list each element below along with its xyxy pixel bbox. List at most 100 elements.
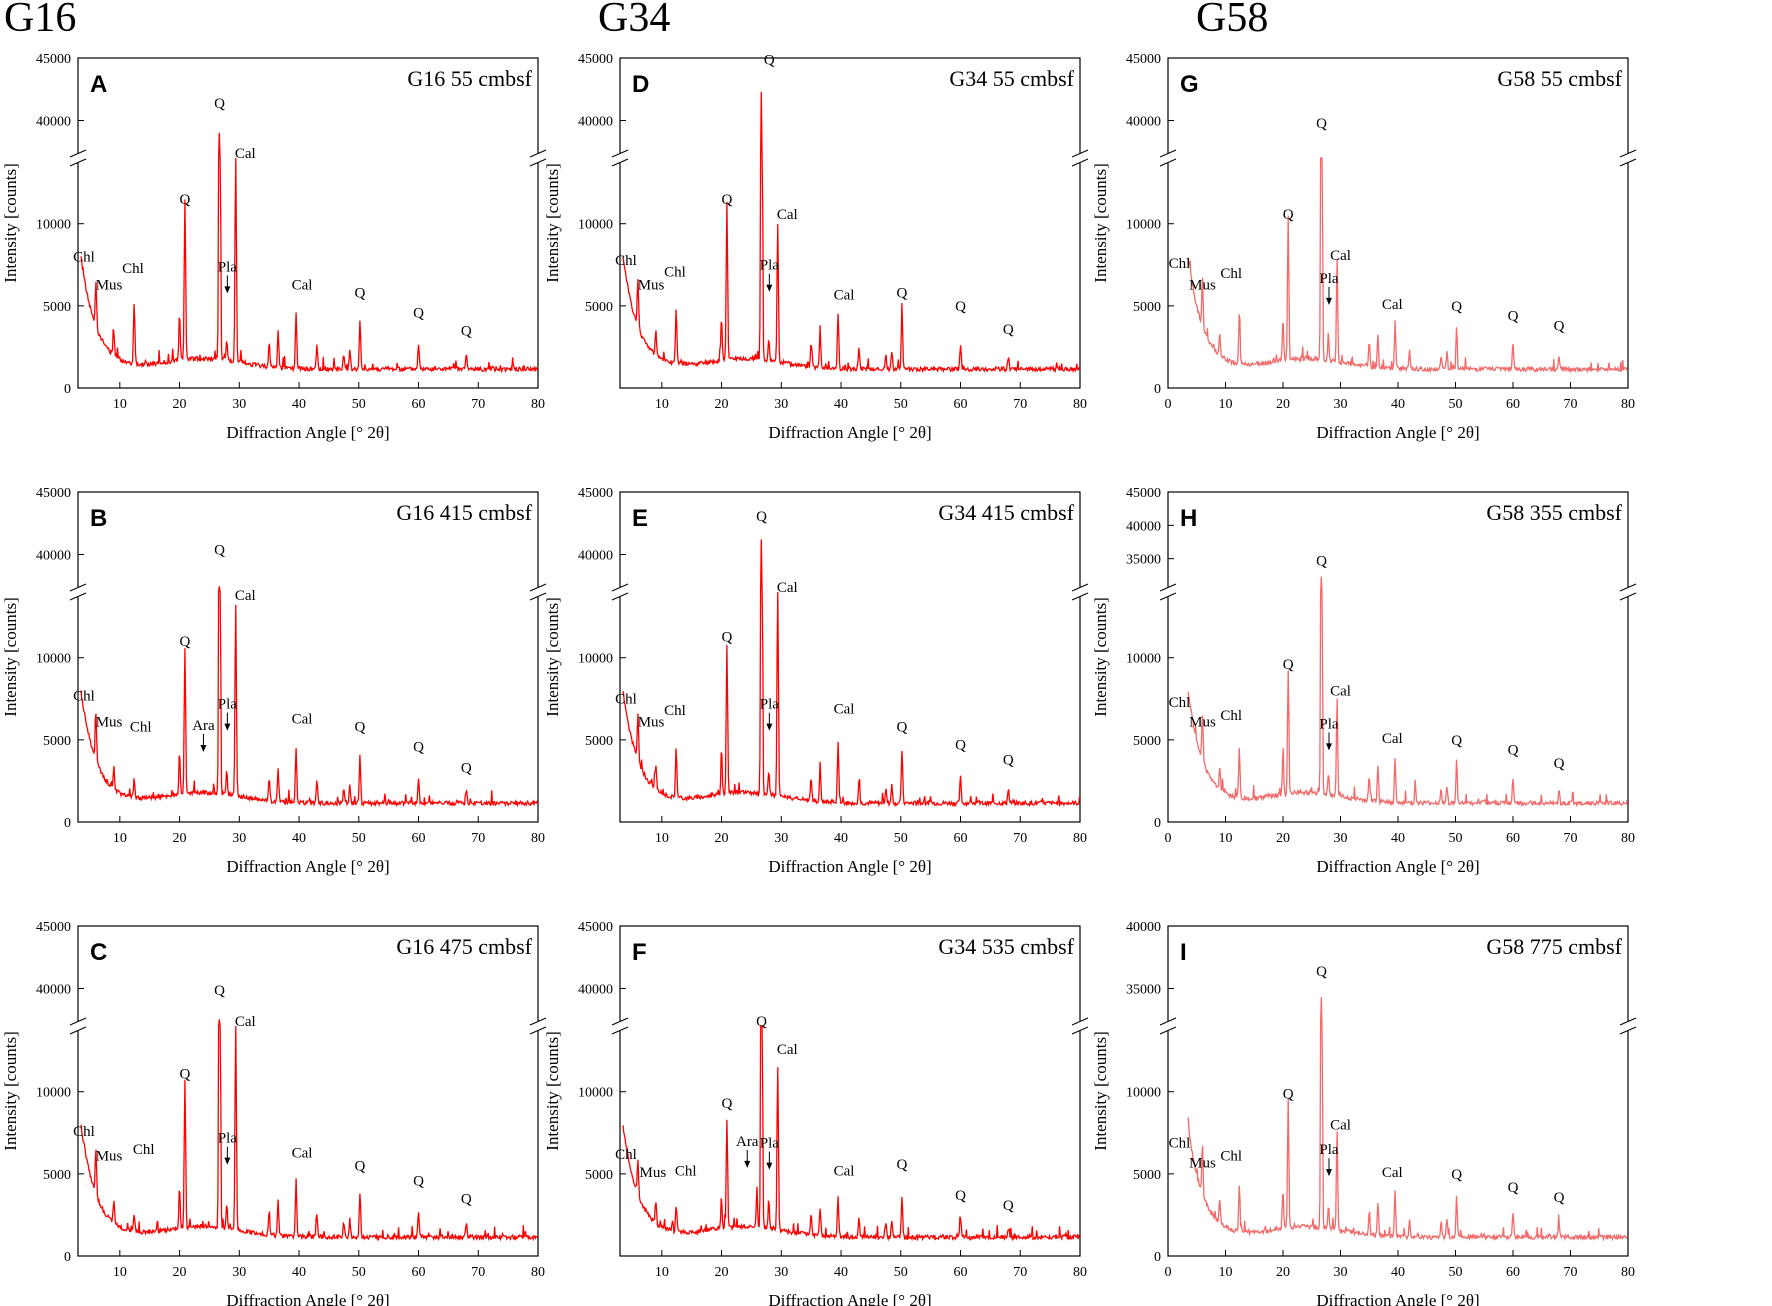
axis-break-mark	[69, 1017, 87, 1026]
panel-title: G34 55 cmbsf	[949, 66, 1074, 91]
peak-label: Ara	[736, 1134, 759, 1150]
y-axis-label: Intensity [counts]	[1091, 597, 1110, 716]
axis-break-gap	[532, 153, 544, 163]
peak-label: Cal	[1330, 684, 1351, 700]
panel-letter: H	[1180, 505, 1197, 532]
peak-label: Ara	[192, 718, 215, 734]
peak-label: Pla	[218, 1131, 238, 1147]
peak-label: Q	[756, 509, 767, 525]
x-tick-label: 70	[1013, 831, 1027, 846]
x-tick-label: 10	[1219, 397, 1233, 412]
x-tick-label: 30	[232, 397, 246, 412]
axis-break-gap	[1622, 587, 1634, 597]
peak-label: Chl	[73, 688, 95, 704]
plot-frame	[77, 491, 539, 823]
axis-break-mark	[529, 1026, 547, 1035]
plot-frame	[1167, 57, 1629, 389]
x-tick-label: 0	[1165, 397, 1172, 412]
peak-label: Pla	[760, 258, 780, 274]
xrd-trace	[80, 586, 538, 808]
x-tick-label: 40	[292, 397, 306, 412]
x-tick-label: 50	[352, 831, 366, 846]
peak-label: Chl	[130, 720, 152, 736]
y-tick-label: 5000	[43, 1168, 71, 1183]
x-tick-label: 80	[1073, 831, 1087, 846]
peak-label: Q	[180, 192, 191, 208]
axis-break-gap	[1622, 153, 1634, 163]
x-tick-label: 60	[412, 1265, 426, 1280]
peak-label: Cal	[777, 1042, 798, 1058]
panel-c: 10 20 30 40 50 60 70 80 0 5000 10000 40000 45000 Diff…	[1, 920, 547, 1306]
y-tick-label: 45000	[1126, 486, 1161, 501]
x-tick-label: 60	[954, 397, 968, 412]
axis-break-mark	[1159, 1017, 1177, 1026]
axis-break-mark	[1619, 583, 1637, 592]
panel-f: 10 20 30 40 50 60 70 80 5000 10000 40000 45000 Diffr…	[543, 920, 1089, 1306]
xrd-trace	[1187, 157, 1629, 374]
x-axis-label: Diffraction Angle [° 2θ]	[768, 423, 931, 442]
y-tick-label: 45000	[36, 486, 71, 501]
axis-break-mark	[1619, 1017, 1637, 1026]
peak-label: Cal	[834, 702, 855, 718]
peak-label: Chl	[615, 1147, 637, 1163]
plot-frame	[619, 57, 1081, 389]
x-tick-label: 30	[774, 1265, 788, 1280]
peak-label: Q	[1451, 299, 1462, 315]
y-axis-label: Intensity [counts]	[543, 163, 562, 282]
y-tick-label: 0	[64, 1250, 71, 1265]
y-tick-label: 40000	[578, 115, 613, 130]
peak-arrow-head	[1326, 1169, 1332, 1177]
peak-arrow-head	[744, 1160, 751, 1168]
peak-label: Q	[955, 1188, 966, 1204]
y-tick-label: 5000	[1133, 300, 1161, 315]
peak-label: Cal	[834, 287, 855, 303]
panel-letter: B	[90, 505, 107, 532]
x-tick-label: 40	[834, 1265, 848, 1280]
x-tick-label: 60	[412, 831, 426, 846]
x-axis-label: Diffraction Angle [° 2θ]	[1316, 423, 1479, 442]
peak-label: Q	[722, 629, 733, 645]
peak-label: Mus	[1189, 277, 1216, 293]
x-tick-label: 10	[1219, 831, 1233, 846]
panel-letter: I	[1180, 939, 1187, 966]
axis-break-mark	[1071, 158, 1089, 167]
peak-label: Q	[1554, 319, 1565, 335]
peak-label: Cal	[1330, 248, 1351, 264]
peak-label: Chl	[664, 264, 686, 280]
peak-label: Chl	[1169, 695, 1191, 711]
panel-h: 0 10 20 30 40 50 60 70 80 0 5000 10000 35000 40000 450…	[1091, 486, 1637, 876]
x-tick-label: 50	[1449, 1265, 1463, 1280]
peak-label: Cal	[834, 1164, 855, 1180]
peak-label: Q	[722, 192, 733, 208]
panel-title: G16 415 cmbsf	[396, 500, 532, 525]
peak-label: Pla	[760, 697, 780, 713]
peak-label: Q	[214, 543, 225, 559]
column-title-g58: G58	[1196, 0, 1269, 41]
y-tick-label: 10000	[1126, 218, 1161, 233]
x-tick-label: 20	[1276, 1265, 1290, 1280]
x-tick-label: 50	[352, 1265, 366, 1280]
axis-break-mark	[611, 583, 629, 592]
peak-label: Cal	[235, 588, 256, 604]
axis-break-mark	[1071, 592, 1089, 601]
x-tick-label: 10	[113, 831, 127, 846]
peak-label: Mus	[1189, 1155, 1216, 1171]
peak-label: Cal	[1330, 1118, 1351, 1134]
y-tick-label: 10000	[578, 652, 613, 667]
x-tick-label: 10	[113, 397, 127, 412]
x-tick-label: 50	[894, 397, 908, 412]
axis-break-mark	[69, 1026, 87, 1035]
x-tick-label: 80	[1073, 1265, 1087, 1280]
y-tick-label: 40000	[1126, 920, 1161, 935]
peak-label: Q	[214, 983, 225, 999]
peak-label: Q	[1554, 1190, 1565, 1206]
x-tick-label: 50	[1449, 831, 1463, 846]
x-tick-label: 0	[1165, 1265, 1172, 1280]
x-tick-label: 70	[1564, 831, 1578, 846]
peak-label: Q	[955, 299, 966, 315]
peak-label: Q	[756, 1014, 767, 1030]
axis-break-mark	[529, 149, 547, 158]
peak-label: Pla	[1319, 1142, 1339, 1158]
peak-label: Q	[1451, 1167, 1462, 1183]
